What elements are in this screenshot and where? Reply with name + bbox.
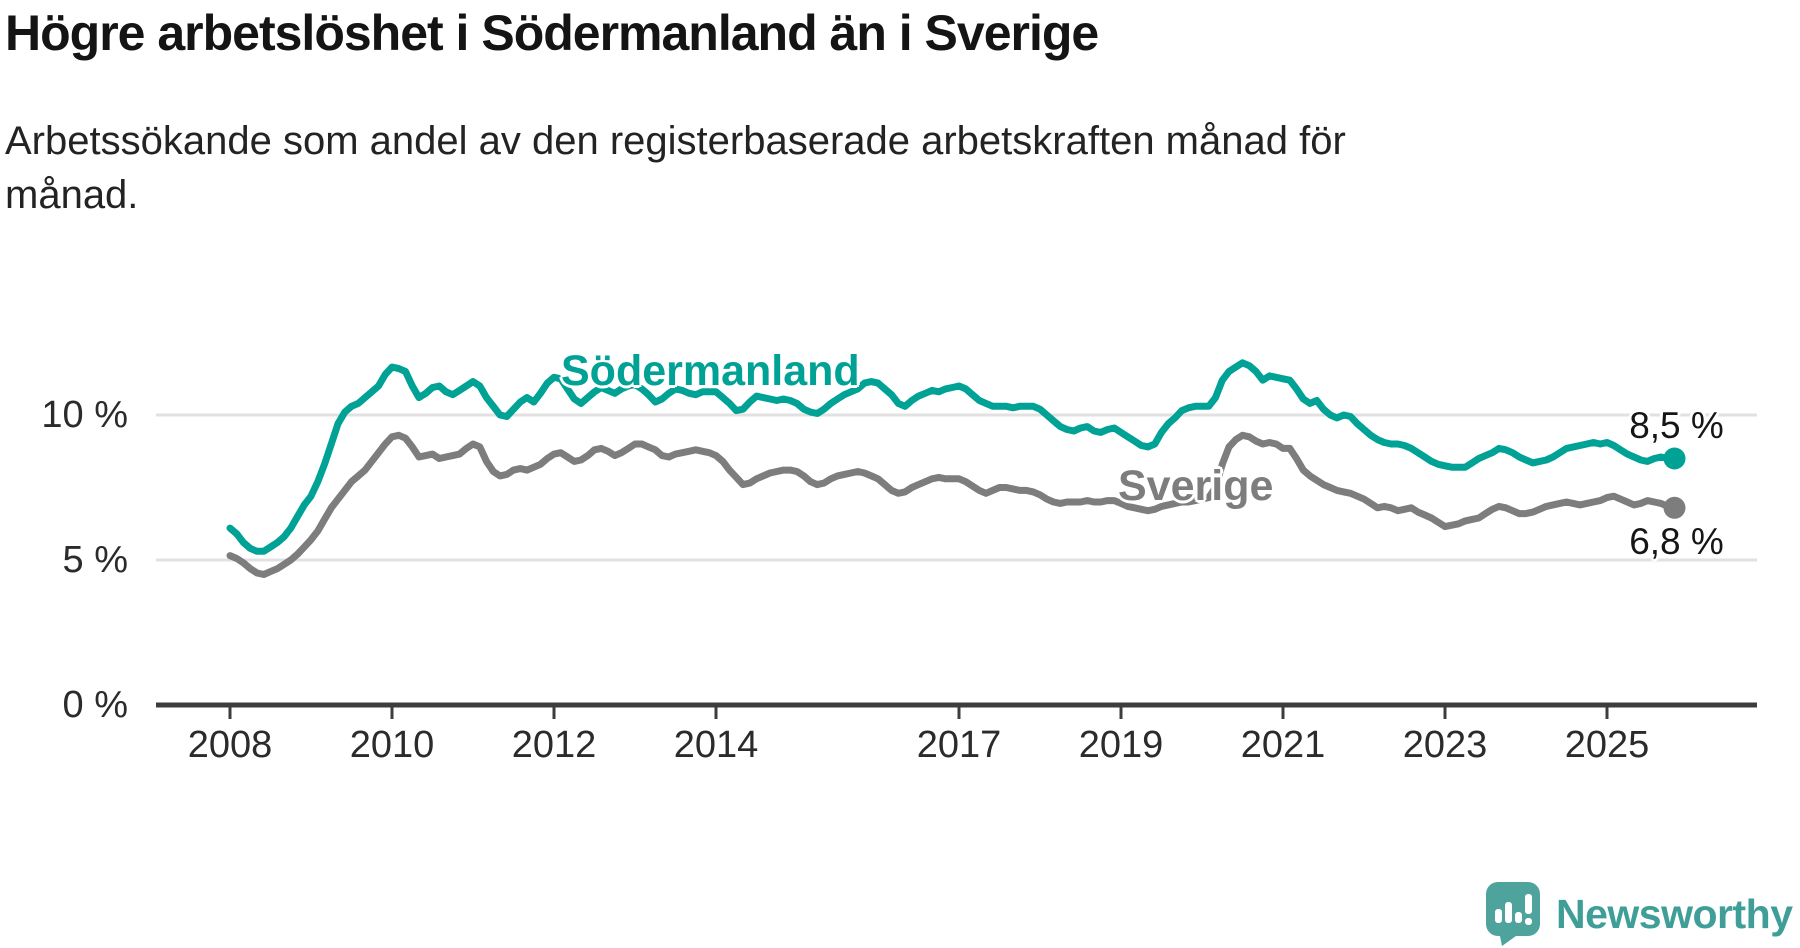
y-axis-label: 10 % [41, 394, 128, 436]
x-axis-label: 2025 [1564, 724, 1650, 766]
x-axis-label: 2019 [1078, 724, 1164, 766]
x-axis-label: 2023 [1402, 724, 1488, 766]
series-end-dot-södermanland [1663, 447, 1686, 470]
series-end-dot-sverige [1663, 496, 1686, 519]
newsworthy-logo: Newsworthy [1486, 882, 1793, 946]
x-axis-label: 2017 [916, 724, 1002, 766]
chart-title: Högre arbetslöshet i Södermanland än i S… [5, 5, 1099, 61]
series-label-sverige: Sverige [1118, 462, 1274, 510]
x-axis-label: 2014 [673, 724, 759, 766]
chart-subtitle: Arbetssökande som andel av den registerb… [5, 119, 1346, 217]
newsworthy-logo-icon [1486, 882, 1540, 946]
y-axis-label: 5 % [62, 539, 128, 581]
series-label-sodermanland: Södermanland [561, 347, 860, 395]
y-axis-label: 0 % [62, 684, 128, 726]
x-axis-label: 2008 [187, 724, 273, 766]
end-value-label-sverige: 6,8 % [1629, 520, 1724, 562]
x-axis-label: 2010 [349, 724, 435, 766]
newsworthy-logo-text: Newsworthy [1556, 891, 1793, 937]
series-line-sverige [226, 431, 1678, 578]
x-axis-label: 2021 [1240, 724, 1326, 766]
end-value-label-sodermanland: 8,5 % [1629, 404, 1724, 446]
x-axis-label: 2012 [511, 724, 597, 766]
series-line-södermanland [226, 359, 1678, 555]
